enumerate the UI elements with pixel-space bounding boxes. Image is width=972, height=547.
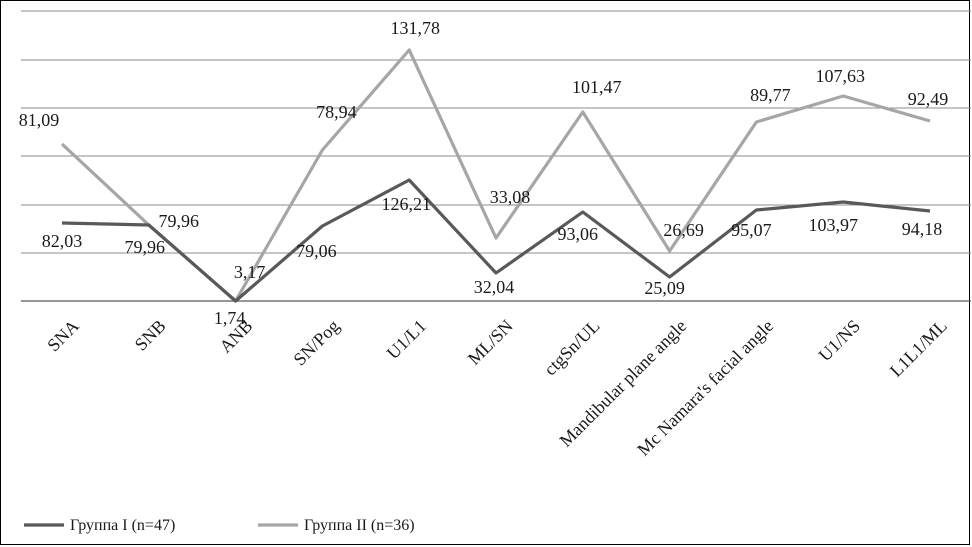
legend: Группа I (n=47) Группа II (n=36)	[24, 517, 415, 534]
data-label-s1-8: 25,09	[644, 278, 685, 298]
data-label-s2-7: 101,47	[572, 77, 622, 97]
category-labels: SNA SNB ANB SN/Pog U1/L1 ML/SN ctgSn/ULMandibu…	[43, 316, 951, 460]
category-label-1: SNA	[43, 316, 83, 356]
category-label-11: L1L1/ML	[886, 316, 951, 381]
series-line-1	[61, 178, 931, 303]
data-labels: 82,03 79,96 1,74 79,06 126,21 32,04 93,06 25,09…	[19, 18, 949, 328]
category-label-7: ctgSn/UL	[540, 316, 604, 380]
data-label-s2-9: 89,77	[750, 85, 791, 105]
category-label-10: U1/NS	[815, 316, 865, 366]
data-label-s1-5: 126,21	[381, 194, 431, 214]
data-label-s2-3: 3,17	[234, 262, 266, 282]
data-label-s1-9: 95,07	[731, 220, 772, 240]
data-label-s1-10: 103,97	[808, 215, 858, 235]
data-label-s1-11: 94,18	[902, 219, 943, 239]
data-label-s1-2: 79,96	[125, 237, 166, 257]
data-label-s2-10: 107,63	[815, 66, 865, 86]
data-label-s2-6: 33,08	[490, 187, 531, 207]
data-label-s1-3: 1,74	[214, 308, 246, 328]
data-label-s1-6: 32,04	[474, 277, 515, 297]
data-label-s2-2: 79,96	[159, 211, 200, 231]
data-label-s1-7: 93,06	[558, 224, 599, 244]
data-label-s2-11: 92,49	[908, 89, 949, 109]
legend-label-2: Группа II (n=36)	[304, 517, 415, 534]
data-label-s2-5: 131,78	[390, 18, 440, 38]
data-label-s2-8: 26,69	[663, 220, 704, 240]
category-label-6: ML/SN	[464, 316, 517, 369]
data-label-s1-1: 82,03	[42, 231, 83, 251]
category-label-2: SNB	[131, 316, 170, 355]
data-label-s1-4: 79,06	[296, 241, 337, 261]
category-label-5: U1/L1	[383, 316, 430, 363]
legend-label-1: Группа I (n=47)	[70, 517, 175, 534]
data-label-s2-4: 78,94	[316, 102, 357, 122]
series-lines	[60, 48, 931, 303]
category-label-4: SN/Pog	[289, 316, 343, 370]
data-label-s2-1: 81,09	[19, 110, 60, 130]
